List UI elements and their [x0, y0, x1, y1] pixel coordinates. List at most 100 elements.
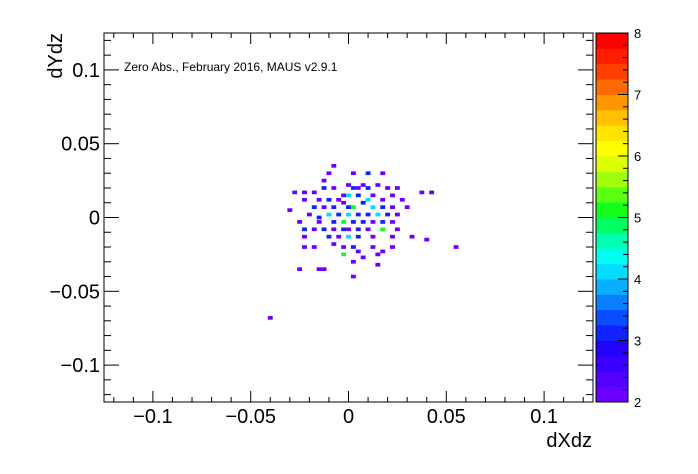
heatmap-cell [394, 227, 400, 232]
y-tick-label: 0.1 [72, 60, 100, 82]
heatmap-cell [350, 171, 356, 176]
heatmap-cell [331, 205, 337, 210]
heatmap-cell [350, 186, 356, 190]
colorbar-segment [596, 217, 628, 234]
x-tick-label: 0 [343, 406, 354, 428]
heatmap-cell [346, 193, 351, 198]
heatmap-cell [346, 234, 351, 239]
heatmap-cell [375, 183, 381, 187]
heatmap-cell [321, 267, 327, 271]
colorbar-axis: 2 3 4 5 6 7 8 [618, 26, 641, 410]
heatmap-cell [287, 208, 293, 212]
colorbar-segment [596, 63, 628, 80]
heatmap-cell [326, 234, 332, 239]
heatmap-cell [341, 245, 347, 249]
heatmap-cell [360, 255, 366, 260]
heatmap-cell [390, 193, 395, 198]
heatmap-cell [346, 227, 351, 232]
colorbar-tick-label: 8 [634, 26, 641, 41]
colorbar-segment [596, 386, 628, 403]
heatmap-cell [380, 249, 386, 254]
heatmap-cell [355, 249, 361, 254]
heatmap-cell [390, 234, 395, 239]
heatmap-cell [267, 316, 273, 320]
heatmap-cell [394, 212, 400, 217]
heatmap-cell [390, 245, 395, 249]
x-tick-label: 0.05 [427, 406, 466, 428]
heatmap-cell [380, 227, 386, 232]
heatmap-cell [341, 193, 347, 198]
chart-annotation: Zero Abs., February 2016, MAUS v2.9.1 [124, 60, 338, 74]
heatmap-cell [321, 178, 327, 183]
colorbar-segment [596, 325, 628, 341]
y-axis-label: dYdz [45, 33, 67, 79]
heatmap-cell [385, 212, 391, 217]
colorbar-segment [596, 309, 628, 326]
heatmap-cell [326, 171, 332, 176]
heatmap-cell [390, 220, 395, 224]
heatmap-cell [326, 197, 332, 202]
heatmap-cell [321, 186, 327, 190]
heatmap-cell [336, 197, 342, 202]
heatmap-cell [326, 212, 332, 217]
y-tick-label: 0.05 [61, 134, 100, 156]
heatmap-cell [390, 205, 395, 210]
colorbar-segment [596, 202, 628, 218]
heatmap-cell [404, 205, 410, 210]
heatmap-cell [297, 220, 303, 224]
heatmap-cell [370, 205, 376, 210]
x-tick-label: 0.1 [530, 406, 558, 428]
heatmap-cell [350, 245, 356, 249]
heatmap-cell [292, 190, 298, 195]
colorbar-tick-label: 3 [634, 334, 641, 349]
heatmap-cell [355, 193, 361, 198]
heatmap-cell [331, 164, 337, 168]
colorbar-segment [596, 109, 628, 126]
heatmap-cell [350, 274, 356, 279]
heatmap-cell [297, 267, 303, 271]
heatmap-cell [380, 171, 386, 176]
colorbar-segment [596, 232, 628, 249]
heatmap-cell [311, 227, 317, 232]
colorbar-segment [596, 371, 628, 388]
heatmap-cell [365, 227, 371, 232]
colorbar-tick-label: 4 [634, 272, 641, 287]
colorbar-segment [596, 340, 628, 357]
colorbar-segment [596, 294, 628, 311]
heatmap-cell [365, 197, 371, 202]
heatmap-cells [267, 164, 459, 320]
heatmap-cell [399, 197, 405, 202]
colorbar-tick-label: 6 [634, 149, 641, 164]
heatmap-cell [341, 220, 347, 224]
heatmap-cell [311, 205, 317, 210]
heatmap-cell [302, 197, 307, 202]
heatmap-cell [419, 190, 425, 195]
colorbar-segment [596, 79, 628, 95]
heatmap-cell [360, 220, 366, 224]
colorbar-tick-label: 2 [634, 395, 641, 410]
heatmap-cell [365, 186, 371, 190]
heatmap-cell [302, 190, 307, 195]
heatmap-cell [336, 234, 342, 239]
colorbar-segment [596, 186, 628, 203]
y-tick-label: −0.1 [61, 355, 100, 377]
heatmap-cell [375, 212, 381, 217]
heatmap-cell [336, 212, 342, 217]
colorbar-segment [596, 355, 628, 372]
colorbar-tick-label: 7 [634, 88, 641, 103]
y-axis: −0.1 −0.05 0 0.05 0.1 [49, 39, 593, 396]
colorbar-segment [596, 248, 628, 265]
heatmap-cell [341, 227, 347, 232]
heatmap-cell [429, 190, 435, 195]
colorbar-segment [596, 125, 628, 142]
heatmap-cell [341, 200, 347, 205]
heatmap-cell [355, 212, 361, 217]
heatmap-cell [424, 237, 430, 242]
colorbar-tick-label: 5 [634, 211, 641, 226]
heatmap-cell [346, 212, 351, 217]
heatmap-cell [360, 183, 366, 187]
heatmap-cell [380, 197, 386, 202]
heatmap-cell [365, 212, 371, 217]
heatmap-cell [370, 245, 376, 249]
